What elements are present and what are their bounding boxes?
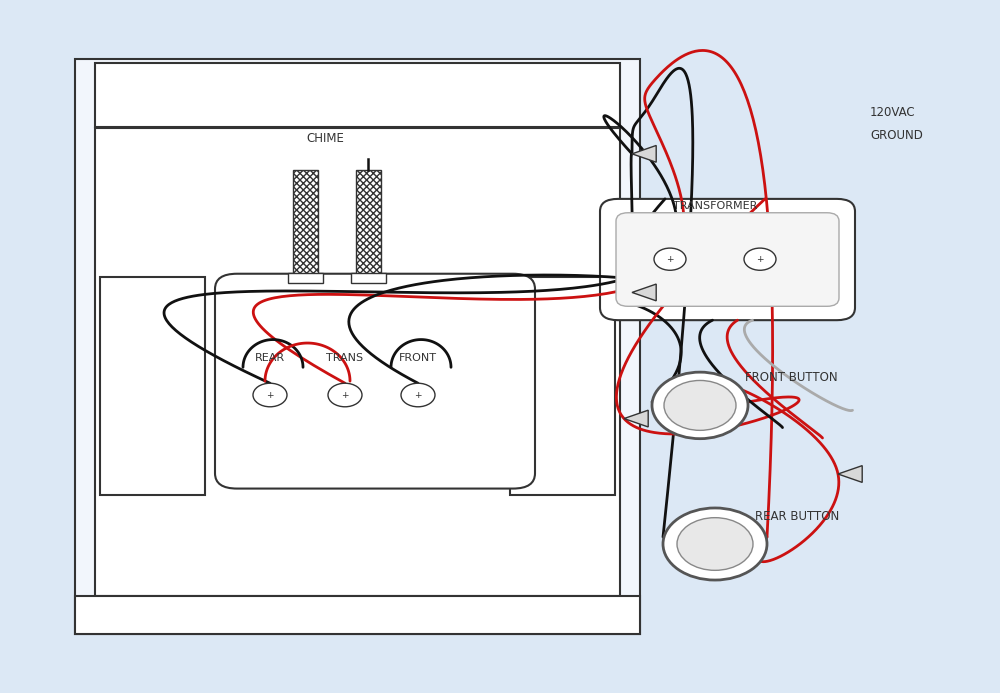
Polygon shape	[632, 284, 656, 301]
Circle shape	[253, 383, 287, 407]
Polygon shape	[838, 466, 862, 482]
Bar	[75, 596, 640, 634]
Text: +: +	[341, 391, 349, 399]
Text: 120VAC: 120VAC	[870, 106, 916, 119]
Text: +: +	[414, 391, 422, 399]
Bar	[75, 59, 640, 634]
Text: REAR: REAR	[255, 353, 285, 363]
Bar	[95, 63, 620, 127]
Text: CHIME: CHIME	[306, 132, 344, 145]
Circle shape	[654, 248, 686, 270]
Text: TRANS: TRANS	[326, 353, 364, 363]
Bar	[100, 277, 205, 495]
Text: TRANSFORMER: TRANSFORMER	[673, 201, 757, 211]
Text: +: +	[666, 255, 674, 263]
Text: FRONT BUTTON: FRONT BUTTON	[745, 371, 838, 384]
Circle shape	[664, 380, 736, 430]
Bar	[95, 128, 620, 596]
Circle shape	[677, 518, 753, 570]
Circle shape	[663, 508, 767, 580]
Text: REAR BUTTON: REAR BUTTON	[755, 510, 839, 523]
FancyBboxPatch shape	[215, 274, 535, 489]
Text: +: +	[266, 391, 274, 399]
Bar	[288, 273, 322, 283]
FancyBboxPatch shape	[600, 199, 855, 320]
Bar	[510, 277, 615, 495]
Polygon shape	[632, 146, 656, 162]
Text: FRONT: FRONT	[399, 353, 437, 363]
Text: GROUND: GROUND	[870, 129, 923, 141]
Bar	[292, 170, 318, 274]
FancyBboxPatch shape	[616, 213, 839, 306]
Circle shape	[652, 372, 748, 439]
Bar	[356, 170, 380, 274]
Circle shape	[328, 383, 362, 407]
Bar	[351, 273, 386, 283]
Polygon shape	[624, 410, 648, 427]
Text: +: +	[756, 255, 764, 263]
Circle shape	[744, 248, 776, 270]
Circle shape	[401, 383, 435, 407]
